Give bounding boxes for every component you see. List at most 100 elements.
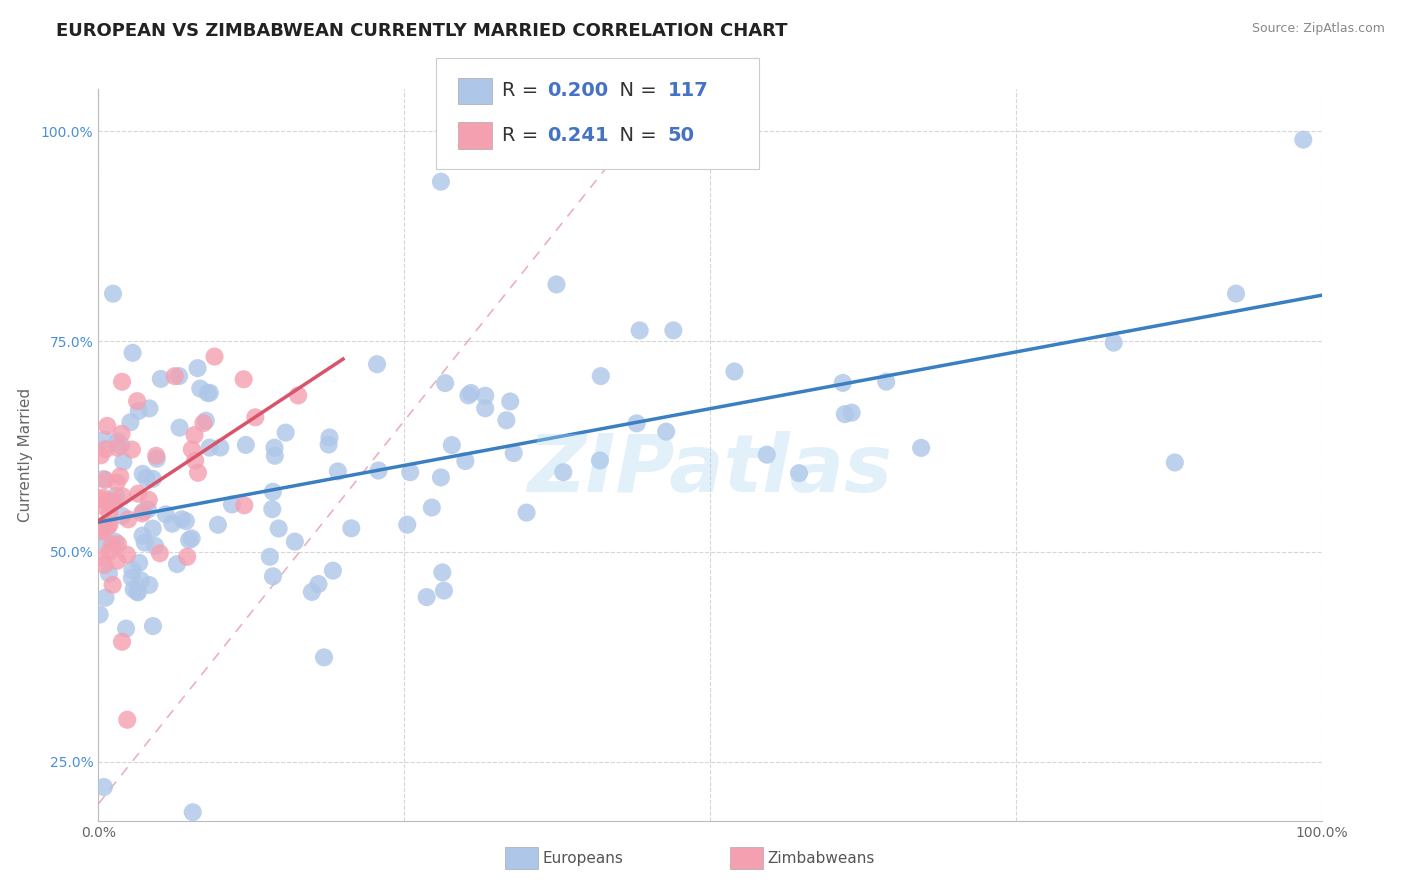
Point [187, 466, 209, 480]
Point [107, 537, 129, 551]
Point [98, 544, 121, 558]
Point [149, 372, 172, 386]
Point [399, 465, 422, 479]
Point [312, 650, 335, 665]
Text: N =: N = [607, 126, 664, 145]
Point [138, 578, 160, 592]
Point [287, 388, 309, 402]
Point [502, 446, 524, 460]
Point [318, 437, 340, 451]
Point [98, 507, 121, 521]
Point [204, 350, 226, 364]
Point [93, 780, 115, 794]
Point [628, 323, 651, 337]
Point [180, 532, 202, 546]
Point [174, 514, 197, 528]
Point [875, 375, 897, 389]
Point [440, 438, 463, 452]
Point [142, 619, 165, 633]
Point [110, 426, 132, 441]
Point [396, 517, 419, 532]
Point [188, 382, 211, 396]
Y-axis label: Currently Married: Currently Married [18, 388, 32, 522]
Point [127, 585, 149, 599]
Point [131, 528, 153, 542]
Point [121, 563, 143, 577]
Point [97, 494, 120, 508]
Point [105, 489, 128, 503]
Point [499, 394, 522, 409]
Point [322, 564, 344, 578]
Point [107, 434, 129, 449]
Point [454, 454, 477, 468]
Point [128, 556, 150, 570]
Point [90, 499, 112, 513]
Point [1225, 286, 1247, 301]
Point [655, 425, 678, 439]
Point [834, 407, 856, 421]
Point [138, 492, 160, 507]
Point [93, 433, 115, 447]
Point [841, 406, 863, 420]
Point [101, 537, 124, 551]
Point [259, 549, 281, 564]
Point [115, 622, 138, 636]
Point [198, 385, 221, 400]
Point [831, 376, 853, 390]
Point [515, 506, 537, 520]
Point [115, 713, 138, 727]
Point [301, 585, 323, 599]
Point [111, 375, 134, 389]
Point [94, 473, 117, 487]
Point [170, 512, 193, 526]
Point [415, 590, 437, 604]
Point [132, 504, 155, 518]
Point [89, 607, 111, 622]
Text: R =: R = [502, 81, 544, 101]
Point [193, 416, 215, 430]
Point [131, 467, 153, 481]
Text: N =: N = [607, 81, 664, 101]
Point [121, 346, 143, 360]
Point [93, 520, 115, 534]
Point [110, 469, 132, 483]
Point [430, 470, 453, 484]
Point [91, 550, 114, 565]
Point [626, 417, 648, 431]
Point [340, 521, 363, 535]
Point [262, 502, 284, 516]
Point [136, 502, 159, 516]
Point [131, 507, 153, 521]
Point [94, 442, 117, 456]
Point [434, 376, 457, 391]
Point [910, 441, 932, 455]
Point [233, 499, 256, 513]
Point [166, 557, 188, 571]
Point [135, 471, 157, 485]
Point [101, 578, 124, 592]
Text: EUROPEAN VS ZIMBABWEAN CURRENTLY MARRIED CORRELATION CHART: EUROPEAN VS ZIMBABWEAN CURRENTLY MARRIED… [56, 22, 787, 40]
Point [546, 277, 568, 292]
Point [90, 448, 112, 462]
Point [134, 535, 156, 549]
Point [787, 466, 810, 480]
Point [1292, 133, 1315, 147]
Text: Source: ZipAtlas.com: Source: ZipAtlas.com [1251, 22, 1385, 36]
Point [145, 449, 167, 463]
Point [89, 533, 111, 548]
Point [474, 389, 496, 403]
Point [221, 498, 243, 512]
Point [207, 517, 229, 532]
Point [723, 364, 745, 378]
Point [163, 369, 186, 384]
Point [111, 508, 134, 523]
Point [1164, 455, 1187, 469]
Point [149, 546, 172, 560]
Point [263, 441, 285, 455]
Point [167, 369, 190, 384]
Point [432, 566, 454, 580]
Point [420, 500, 443, 515]
Point [474, 401, 496, 416]
Point [94, 591, 117, 605]
Point [187, 361, 209, 376]
